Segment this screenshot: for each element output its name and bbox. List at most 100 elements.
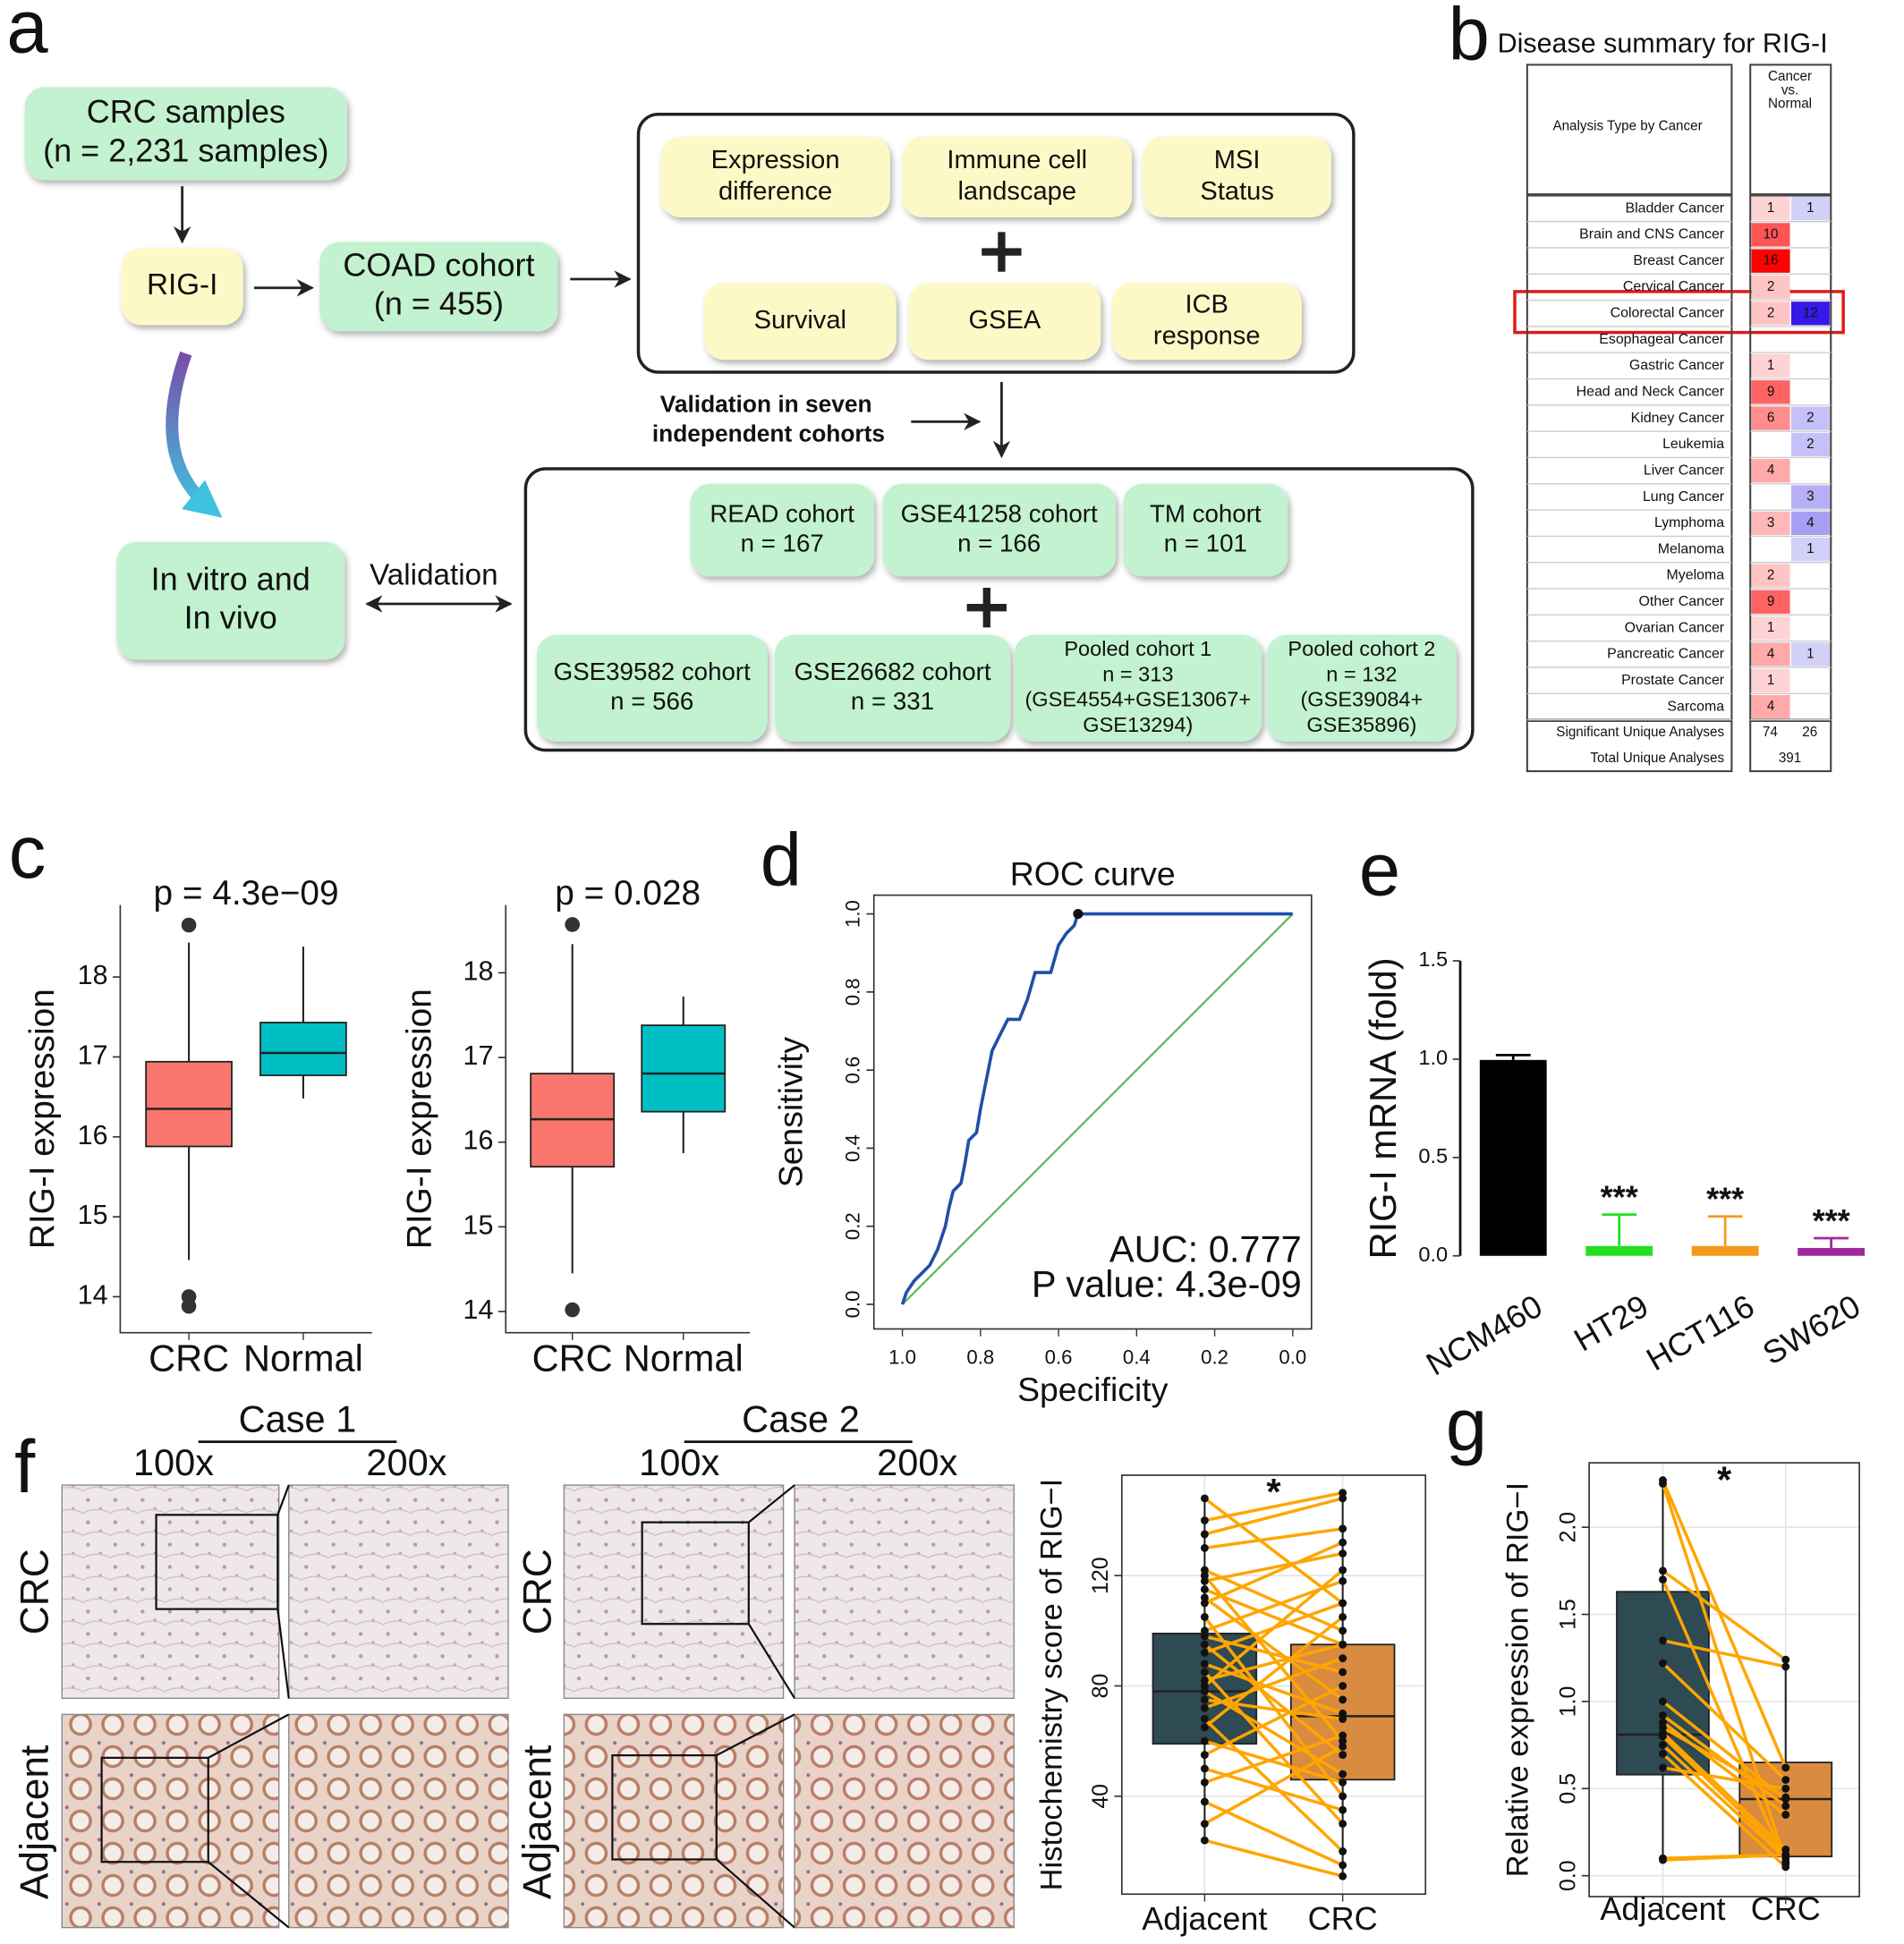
pair-line bbox=[1203, 1734, 1344, 1785]
pair-line bbox=[1662, 1735, 1787, 1856]
table-rule bbox=[1526, 193, 1832, 722]
pair-point bbox=[1339, 1805, 1347, 1814]
node-box bbox=[703, 283, 897, 361]
pair-line bbox=[1203, 1838, 1344, 1878]
cell-value: 2 bbox=[1767, 305, 1774, 320]
pair-point bbox=[1781, 1863, 1790, 1872]
node-label: GSE13294) bbox=[1083, 713, 1193, 736]
node-box bbox=[24, 87, 347, 181]
pair-line bbox=[1203, 1568, 1344, 1633]
pair-point bbox=[1339, 1576, 1347, 1585]
y-tick-label: 1.5 bbox=[1418, 947, 1448, 971]
summary-value: 391 bbox=[1779, 751, 1801, 766]
node-label: n = 166 bbox=[957, 530, 1041, 557]
pair-point bbox=[1200, 1820, 1209, 1829]
y-axis-label: RIG-I expression bbox=[23, 989, 62, 1249]
heat-cell bbox=[1790, 485, 1830, 509]
note: Validation bbox=[370, 558, 498, 591]
pair-line bbox=[1203, 1596, 1344, 1702]
case-title: Case 1 bbox=[239, 1397, 357, 1439]
y-tick-label: 0.0 bbox=[1418, 1243, 1448, 1266]
pair-point bbox=[1659, 1741, 1667, 1750]
pair-line bbox=[1203, 1643, 1344, 1756]
x-tick-label: Normal bbox=[624, 1337, 744, 1379]
pair-line bbox=[1204, 1527, 1343, 1550]
pair-point bbox=[1659, 1636, 1667, 1645]
pair-line bbox=[1203, 1670, 1344, 1825]
significance: * bbox=[1266, 1471, 1281, 1513]
y-tick-label: 16 bbox=[78, 1120, 108, 1150]
y-axis-label: RIG-I expression bbox=[400, 989, 438, 1249]
y-tick-label: 80 bbox=[1088, 1674, 1113, 1699]
x-tick-label: NCM460 bbox=[1420, 1287, 1549, 1383]
pair-point bbox=[1200, 1566, 1209, 1575]
cancer-name: Cervical Cancer bbox=[1623, 279, 1725, 294]
heat-cell bbox=[1751, 615, 1790, 641]
node-label: GSE41258 cohort bbox=[901, 499, 1098, 527]
pair-point bbox=[1339, 1709, 1347, 1718]
row-label: Adjacent bbox=[516, 1745, 560, 1900]
node-box bbox=[1123, 483, 1288, 577]
pair-point bbox=[1339, 1668, 1347, 1677]
node-label: READ cohort bbox=[710, 499, 854, 527]
node-box bbox=[1014, 634, 1262, 742]
pair-point bbox=[1659, 1659, 1667, 1668]
pair-line bbox=[1662, 1700, 1787, 1801]
pair-point bbox=[1200, 1585, 1209, 1594]
bar bbox=[1585, 1245, 1653, 1256]
row-header: Analysis Type by Cancer bbox=[1552, 119, 1702, 134]
cancer-name: Prostate Cancer bbox=[1621, 673, 1725, 688]
bar bbox=[1798, 1247, 1866, 1256]
significance: *** bbox=[1601, 1178, 1638, 1215]
pair-point bbox=[1339, 1538, 1347, 1547]
outlier bbox=[565, 917, 580, 932]
pair-point bbox=[1339, 1820, 1347, 1829]
bar bbox=[1691, 1245, 1759, 1256]
y-tick-label: 18 bbox=[463, 955, 494, 986]
node-label: response bbox=[1153, 321, 1261, 350]
pair-point bbox=[1339, 1695, 1347, 1704]
node-label: Pooled cohort 1 bbox=[1064, 637, 1211, 660]
cell-value: 2 bbox=[1767, 279, 1774, 294]
cell-value: 1 bbox=[1806, 541, 1814, 556]
cancer-name: Head and Neck Cancer bbox=[1577, 384, 1725, 399]
roc-curve bbox=[900, 912, 1293, 1305]
pair-point bbox=[1200, 1778, 1209, 1787]
pair-point bbox=[1200, 1682, 1209, 1690]
outlier bbox=[565, 1302, 580, 1318]
node-label: In vitro and bbox=[151, 560, 310, 597]
pair-point bbox=[1200, 1668, 1209, 1677]
node-label: GSE26682 cohort bbox=[794, 658, 990, 685]
x-tick-label: SW620 bbox=[1756, 1287, 1866, 1372]
chart-title: p = 0.028 bbox=[555, 874, 701, 913]
pair-point bbox=[1339, 1682, 1347, 1690]
panel-label: c bbox=[9, 811, 47, 894]
node-label: n = 331 bbox=[851, 687, 934, 715]
reference-line bbox=[901, 913, 1294, 1305]
pair-point bbox=[1339, 1640, 1347, 1649]
node-label: In vivo bbox=[184, 599, 277, 636]
cancer-name: Other Cancer bbox=[1639, 594, 1725, 609]
cancer-name: Bladder Cancer bbox=[1625, 200, 1724, 216]
column-header: Normal bbox=[1768, 97, 1812, 112]
pair-point bbox=[1200, 1530, 1209, 1539]
node-box bbox=[908, 283, 1101, 361]
cell-value: 1 bbox=[1806, 646, 1814, 661]
node-label: n = 566 bbox=[610, 687, 693, 715]
x-tick-label: Adjacent bbox=[1142, 1900, 1267, 1937]
pair-point bbox=[1200, 1736, 1209, 1745]
y-axis-label: Sensitivity bbox=[772, 1037, 810, 1188]
node-box bbox=[536, 634, 768, 742]
pair-point bbox=[1200, 1593, 1209, 1602]
y-tick-label: 1.0 bbox=[1556, 1686, 1581, 1718]
node-box bbox=[121, 248, 243, 326]
row-label: CRC bbox=[516, 1549, 560, 1634]
y-tick-label: 17 bbox=[78, 1040, 108, 1070]
node-label: (n = 2,231 samples) bbox=[43, 132, 328, 168]
magnification: 100x bbox=[133, 1441, 214, 1483]
pair-line bbox=[1662, 1766, 1787, 1790]
pair-point bbox=[1200, 1612, 1209, 1621]
pair-point bbox=[1339, 1751, 1347, 1760]
cell-value: 3 bbox=[1767, 515, 1774, 531]
cell-value: 1 bbox=[1767, 358, 1774, 373]
